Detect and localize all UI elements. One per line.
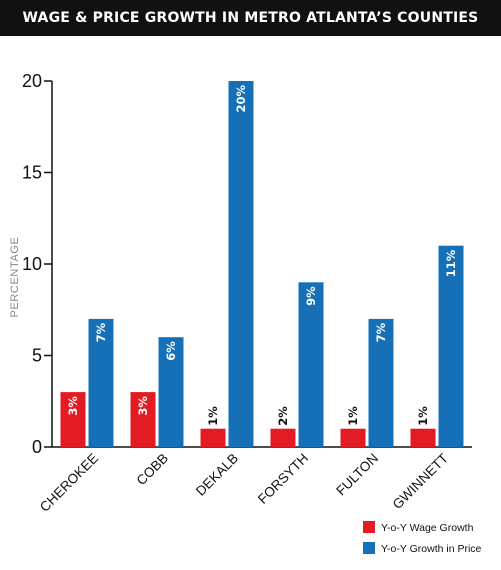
bar-data-label: 20% bbox=[234, 85, 248, 113]
x-category-label: CHEROKEE bbox=[37, 451, 101, 515]
legend-swatch-wage bbox=[363, 521, 375, 533]
bar-data-label: 2% bbox=[276, 406, 290, 426]
wage-growth-bar bbox=[60, 392, 86, 447]
x-category-label: FULTON bbox=[333, 451, 381, 499]
wage-growth-bar bbox=[130, 392, 156, 447]
y-tick-label: 0 bbox=[32, 437, 42, 457]
wage-growth-bar bbox=[410, 428, 436, 447]
y-tick-label: 10 bbox=[22, 254, 42, 274]
x-category-label: COBB bbox=[133, 451, 171, 489]
y-axis-label: PERCENTAGE bbox=[9, 237, 21, 318]
bar-data-label: 1% bbox=[416, 406, 430, 426]
legend-label-price: Y-o-Y Growth in Price bbox=[381, 543, 482, 555]
price-growth-bar bbox=[88, 318, 114, 447]
bar-data-label: 7% bbox=[94, 322, 108, 342]
bar-data-label: 1% bbox=[346, 406, 360, 426]
y-tick-label: 15 bbox=[22, 163, 42, 183]
chart-title-banner: WAGE & PRICE GROWTH IN METRO ATLANTA’S C… bbox=[0, 0, 501, 36]
bar-data-label: 9% bbox=[304, 286, 318, 306]
price-growth-bar bbox=[368, 318, 394, 447]
price-growth-bar bbox=[438, 245, 464, 447]
wage-growth-bar bbox=[270, 428, 296, 447]
legend-swatch-price bbox=[363, 542, 375, 554]
wage-growth-bar bbox=[200, 428, 226, 447]
bar-data-label: 7% bbox=[374, 322, 388, 342]
price-growth-bar bbox=[228, 81, 254, 447]
price-growth-bar bbox=[298, 282, 324, 447]
bar-data-label: 3% bbox=[136, 396, 150, 416]
bar-data-label: 3% bbox=[66, 396, 80, 416]
legend-label-wage: Y-o-Y Wage Growth bbox=[381, 522, 474, 534]
y-tick-label: 5 bbox=[32, 346, 42, 366]
bar-data-label: 6% bbox=[164, 341, 178, 361]
x-category-label: DEKALB bbox=[193, 451, 241, 499]
x-category-label: GWINNETT bbox=[390, 451, 452, 513]
x-category-label: FORSYTH bbox=[255, 451, 311, 507]
y-tick-label: 20 bbox=[22, 71, 42, 91]
bar-data-label: 11% bbox=[444, 249, 458, 277]
price-growth-bar bbox=[158, 337, 184, 447]
bar-data-label: 1% bbox=[206, 406, 220, 426]
wage-growth-bar bbox=[340, 428, 366, 447]
